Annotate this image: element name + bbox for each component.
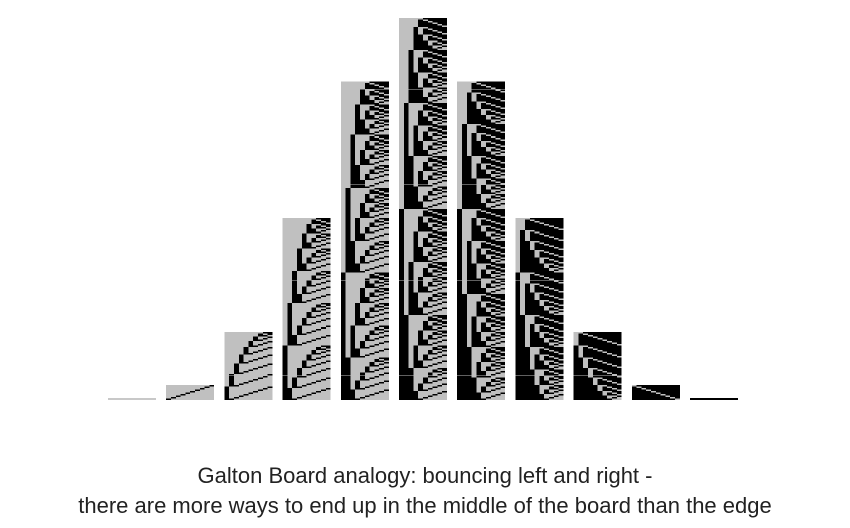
bin-0-stack (108, 398, 156, 400)
bin-5-stack (399, 18, 447, 400)
bin-9-stack (631, 384, 680, 400)
bin-8-stack (573, 331, 622, 400)
bin-10-stack (690, 398, 738, 400)
bin-3-right-bounces (282, 218, 331, 400)
galton-board-diagram (108, 18, 738, 401)
caption-line-2: there are more ways to end up in the mid… (78, 493, 772, 518)
bin-6-right-bounces (457, 81, 506, 400)
bin-8-right-bounces (573, 331, 622, 400)
bin-2-right-bounces (224, 331, 273, 400)
bin-7-right-bounces (515, 218, 564, 400)
bin-7-stack (515, 218, 564, 400)
bin-3-stack (282, 218, 331, 400)
bin-1-right-bounces (166, 384, 215, 400)
bin-6-stack (457, 81, 506, 401)
bin-0-left-bounces (108, 398, 156, 400)
bin-2-stack (224, 331, 273, 400)
bin-1-stack (166, 384, 215, 400)
bin-5-right-bounces (399, 18, 447, 400)
bin-4-stack (340, 81, 389, 401)
bin-4-right-bounces (340, 81, 389, 400)
caption-line-1: Galton Board analogy: bouncing left and … (197, 463, 653, 488)
bin-9-right-bounces (631, 384, 680, 400)
bin-10-right-bounces (690, 398, 738, 400)
